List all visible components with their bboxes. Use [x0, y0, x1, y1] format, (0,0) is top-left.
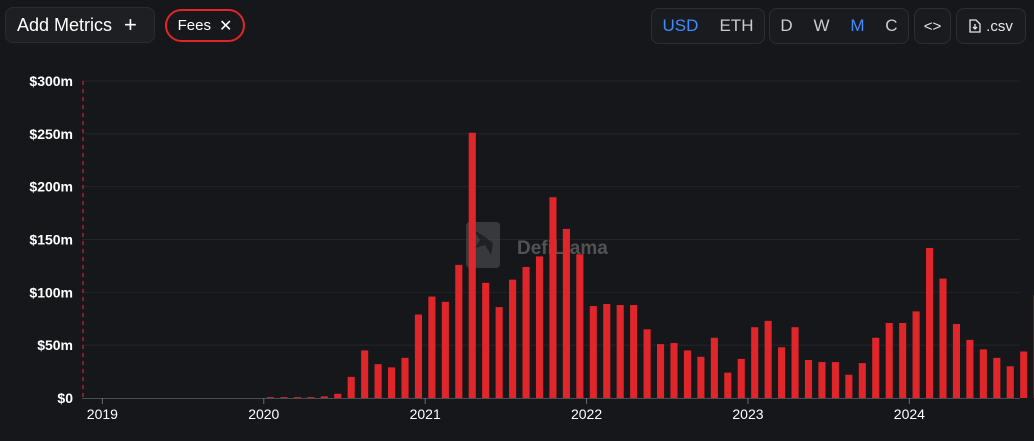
bar: [724, 372, 732, 398]
period-option-monthly[interactable]: M: [850, 16, 865, 35]
bar: [979, 349, 987, 398]
bar: [818, 362, 826, 398]
bar: [831, 362, 839, 398]
bar: [266, 397, 275, 398]
bar: [952, 324, 960, 398]
x-tick-label: 2023: [732, 406, 763, 422]
x-tick-label: 2021: [410, 406, 441, 422]
bar: [657, 344, 665, 398]
currency-toggle: USD ETH: [651, 8, 765, 44]
bar: [535, 256, 544, 398]
y-axis: $0 $50m $100m $150m $200m $250m $300m: [29, 73, 84, 406]
bar: [1020, 351, 1028, 398]
bar: [858, 363, 866, 398]
chart-toolbar: Add Metrics + Fees ✕ USD ETH D W M C <> …: [0, 0, 1034, 52]
bar: [509, 279, 517, 398]
bar: [401, 357, 409, 398]
bar: [576, 254, 584, 398]
chart-gridlines: [82, 80, 1020, 346]
y-tick-label: $50m: [37, 337, 73, 353]
bar: [912, 311, 920, 398]
y-tick-label: $300m: [29, 73, 73, 89]
bar: [549, 197, 557, 398]
plus-icon: +: [124, 12, 137, 37]
x-tick-label: 2022: [571, 406, 602, 422]
csv-download-button[interactable]: .csv: [956, 8, 1026, 44]
bar: [643, 329, 651, 398]
bar: [441, 301, 449, 398]
bar: [455, 264, 463, 398]
bar: [804, 359, 813, 398]
bar: [670, 343, 678, 398]
close-icon[interactable]: ✕: [218, 17, 233, 35]
fees-metric-pill[interactable]: Fees ✕: [165, 9, 245, 42]
bar: [562, 228, 570, 398]
currency-option-eth[interactable]: ETH: [719, 16, 754, 35]
embed-button[interactable]: <>: [914, 8, 951, 44]
bar: [374, 364, 382, 398]
bar: [468, 132, 476, 398]
bar: [751, 327, 759, 398]
bar: [939, 278, 947, 398]
bar: [589, 306, 597, 398]
bar: [616, 305, 624, 398]
bar: [320, 396, 328, 398]
fees-pill-label: Fees: [177, 17, 211, 34]
bar: [293, 397, 301, 398]
bar: [926, 247, 934, 398]
x-tick-label: 2024: [894, 406, 925, 422]
x-tick-label: 2020: [248, 406, 279, 422]
bar: [778, 347, 786, 398]
add-metrics-label: Add Metrics: [17, 14, 113, 35]
y-tick-label: $250m: [29, 126, 73, 142]
period-toggle: D W M C: [769, 8, 909, 44]
y-tick-label: $0: [57, 390, 73, 406]
bar: [791, 327, 799, 398]
bar: [899, 322, 907, 398]
y-tick-label: $150m: [29, 232, 73, 248]
bar: [428, 296, 436, 398]
bar: [630, 305, 638, 398]
bar: [683, 350, 691, 398]
bar: [885, 322, 893, 398]
bar: [388, 367, 396, 398]
csv-label: .csv: [986, 17, 1013, 35]
add-metrics-button[interactable]: Add Metrics +: [5, 7, 155, 43]
download-file-icon: [969, 19, 981, 33]
x-tick-label: 2019: [87, 406, 118, 422]
bar-series: [266, 132, 1034, 398]
bar: [1006, 366, 1014, 398]
defillama-watermark: DefiLlama: [466, 222, 608, 268]
period-option-daily[interactable]: D: [780, 16, 793, 35]
defillama-logo-icon: [466, 222, 500, 268]
currency-option-usd[interactable]: USD: [662, 16, 699, 35]
bar: [361, 350, 369, 398]
y-tick-label: $200m: [29, 179, 73, 195]
code-icon: <>: [923, 17, 942, 35]
watermark-text: DefiLlama: [517, 238, 608, 259]
bar: [993, 357, 1001, 398]
bar: [697, 356, 705, 398]
period-option-weekly[interactable]: W: [813, 16, 830, 35]
bar: [710, 337, 718, 398]
bar: [334, 393, 342, 398]
bar: [872, 337, 880, 398]
y-tick-label: $100m: [29, 284, 73, 300]
bar: [603, 303, 611, 398]
bar: [845, 374, 853, 398]
bar: [764, 320, 772, 398]
bar: [482, 282, 490, 398]
bar: [737, 358, 745, 398]
bar: [414, 314, 422, 398]
x-axis: 2019202020212022202320242025: [82, 398, 1020, 422]
bar: [307, 397, 315, 398]
period-option-cumulative[interactable]: C: [885, 16, 898, 35]
bar: [347, 376, 355, 398]
bar: [495, 307, 503, 398]
bar: [280, 397, 288, 398]
bar: [522, 266, 530, 398]
bar: [966, 339, 974, 398]
